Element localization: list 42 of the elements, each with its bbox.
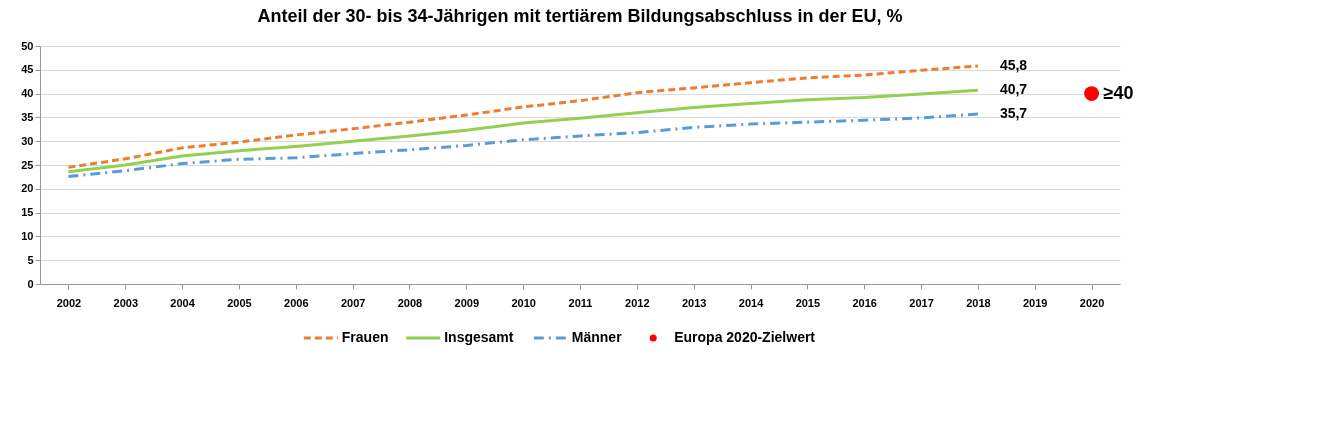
y-tick-label: 10 — [21, 229, 34, 242]
x-tick-label: 2019 — [1022, 296, 1048, 309]
x-tick-label: 2014 — [738, 296, 765, 309]
x-tick-label: 2006 — [284, 296, 309, 309]
x-tick-label: 2007 — [340, 296, 366, 309]
x-tick-label: 2015 — [795, 296, 821, 309]
x-tick-label: 2012 — [625, 296, 650, 309]
x-tick-label: 2016 — [852, 296, 877, 309]
data-label: 45,8 — [999, 56, 1028, 73]
y-tick-label: 40 — [21, 87, 34, 100]
legend-label: Frauen — [341, 329, 389, 345]
legend-label: Insgesamt — [444, 329, 514, 345]
y-tick-label: 25 — [21, 158, 34, 171]
line-series — [66, 64, 980, 169]
line-series — [66, 88, 980, 174]
data-label: ≥40 — [1103, 82, 1134, 103]
y-tick-label: 35 — [21, 110, 34, 123]
x-tick-label: 2018 — [966, 296, 991, 309]
x-tick-label: 2003 — [113, 296, 139, 309]
y-tick-label: 0 — [27, 277, 34, 290]
y-tick-label: 50 — [21, 39, 34, 52]
legend-label: Männer — [571, 329, 623, 345]
x-tick-label: 2005 — [227, 296, 252, 309]
chart-title: Anteil der 30- bis 34-Jährigen mit tertiärem Bildungsabschluss in der EU, % — [257, 6, 903, 26]
y-tick-label: 30 — [21, 134, 34, 147]
line-series — [66, 112, 980, 178]
x-tick-label: 2011 — [568, 296, 593, 309]
data-label: 40,7 — [999, 81, 1028, 98]
x-tick-label: 2017 — [909, 296, 934, 309]
x-tick-label: 2004 — [170, 296, 196, 309]
x-tick-label: 2008 — [397, 296, 423, 309]
x-tick-label: 2020 — [1079, 296, 1105, 309]
x-tick-label: 2009 — [454, 296, 480, 309]
y-tick-label: 20 — [21, 182, 34, 195]
x-tick-label: 2002 — [56, 296, 82, 309]
x-tick-label: 2010 — [511, 296, 536, 309]
y-tick-label: 5 — [27, 253, 34, 266]
x-tick-label: 2013 — [681, 296, 707, 309]
y-tick-label: 15 — [21, 206, 34, 219]
y-tick-label: 45 — [21, 63, 34, 76]
data-label: 35,7 — [999, 105, 1028, 122]
legend-label: Europa 2020-Zielwert — [674, 329, 816, 345]
